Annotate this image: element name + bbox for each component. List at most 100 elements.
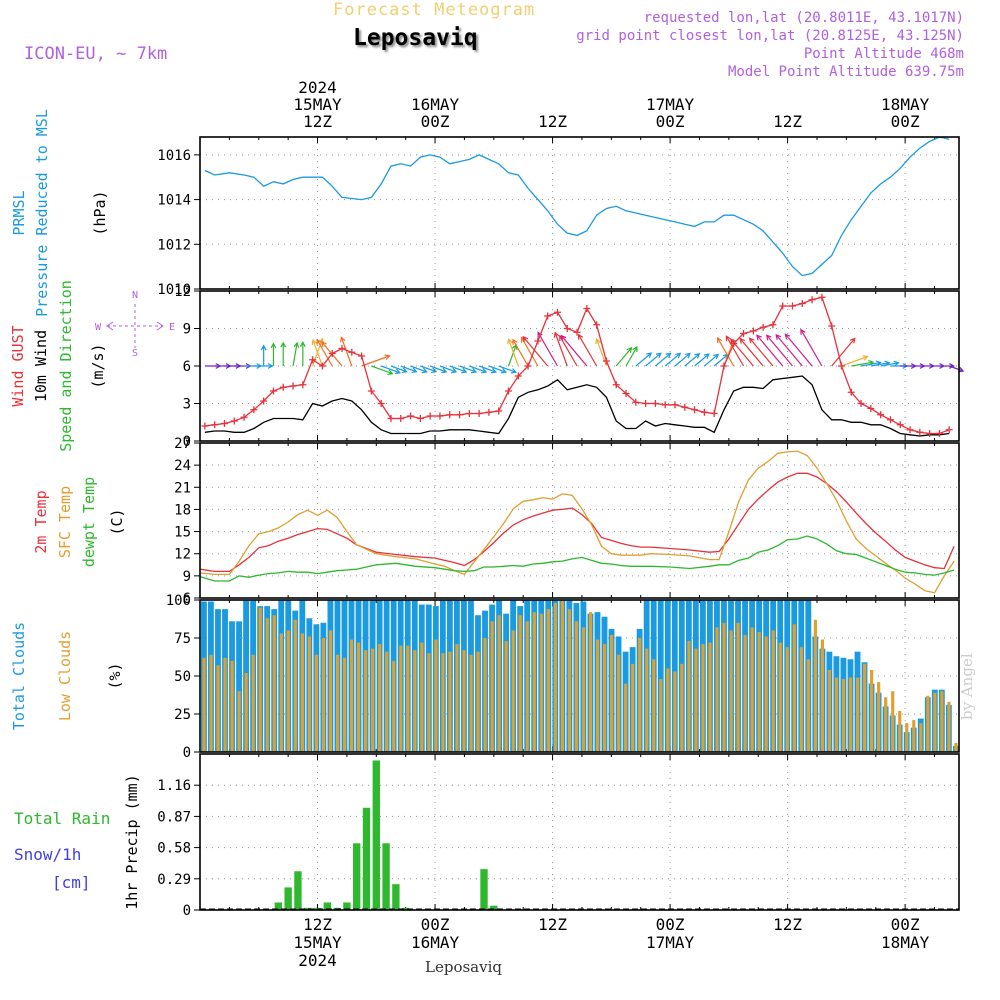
wind-arrow-head [739,337,746,344]
wind-arrow [615,346,633,367]
compass-arrowheads [106,321,164,331]
gust-marker [211,421,219,429]
info-point-altitude: Point Altitude 468m [803,46,964,62]
low-cloud-bar [708,642,712,752]
precip-bar [401,907,410,910]
gust-marker [220,420,228,427]
y-tick-label: 6 [183,359,191,375]
wind-arrow-shaft [554,332,568,367]
wind-arrow-shaft [537,332,558,367]
gust-marker [622,390,630,397]
low-cloud-bar [434,639,438,752]
wind-arrow-head [577,333,584,340]
gust-marker [485,408,493,416]
wind-arrow-head [461,367,468,374]
time-label-bottom: 2024 [298,951,337,970]
gust-marker [710,410,718,417]
pressure-axis-label: (hPa) [91,190,109,235]
low-cloud-bar [792,624,796,752]
wind-arrow [292,341,300,367]
gust-marker [475,410,483,417]
wind-arrow [625,345,638,367]
time-label-bottom: 00Z [891,915,920,934]
precip-bar [382,843,390,910]
precip-bar [304,907,312,910]
wind-arrow-head [441,367,448,374]
low-cloud-bar [834,677,839,752]
low-cloud-bar [279,633,283,752]
low-cloud-bar [504,641,508,752]
wind-arrow-head [665,352,672,359]
low-cloud-bar [209,654,213,752]
gust-marker [651,400,659,407]
wind-arrow-shaft [949,365,964,372]
wind-arrow-shaft [645,352,662,367]
wind-arrow [841,355,869,367]
low-cloud-bar [785,647,789,752]
low-cloud-bar [420,642,424,752]
gust-marker [318,362,326,370]
gust-marker [808,296,816,304]
time-label-top: 12Z [538,112,567,131]
y-tick-label: 1016 [157,148,191,164]
gust-marker [789,302,797,310]
time-label-bottom: 12Z [538,915,567,934]
gust-marker [465,410,473,417]
wind-arrow-shaft [635,352,652,367]
low-cloud-bar [441,653,445,752]
wind-arrow [449,365,468,374]
low-cloud-bar [307,636,311,752]
y-tick-label: 0.29 [157,872,191,888]
wind10m-line [204,375,950,437]
low-cloud-bar [673,671,677,752]
wind-arrow-head [655,352,662,359]
wind-arrow-shaft [841,355,868,367]
low-cloud-bar [624,683,628,752]
low-cloud-bar [715,627,719,752]
gust-marker [573,328,581,336]
low-cloud-bar [799,647,803,752]
wind-arrow [635,352,653,367]
compass-n: N [132,290,138,301]
clouds-axis-label: Total Clouds [10,622,28,730]
wind-arrow-head [522,335,529,342]
gust-marker [456,411,464,419]
gust-marker [426,412,434,420]
y-tick-label: 0 [183,903,191,919]
gust-marker [299,381,307,389]
gust-marker [779,302,787,310]
low-cloud-bar [483,638,487,752]
gust-marker [632,398,640,406]
y-tick-label: 3 [183,397,191,413]
low-cloud-bar [870,669,874,752]
wind-arrow [739,337,764,367]
y-tick-label: 0 [183,434,191,450]
low-cloud-bar [729,630,733,752]
low-cloud-bar [216,665,220,752]
wind-arrow [784,333,813,367]
wind-arrow-head [684,352,691,359]
gust-marker [867,405,875,412]
wind-arrow [400,365,418,374]
wind-arrow-shaft [498,365,517,373]
wind-arrow-head [321,341,327,348]
wind-panel: 0 3 6 9 12 [174,284,965,450]
gust-marker [857,400,865,407]
wind-arrow-shaft [870,362,890,367]
wind-arrow [664,352,682,367]
precip-bar [372,760,380,910]
low-cloud-bar [462,650,466,752]
gust-marker [367,387,375,395]
gust-marker [269,387,277,395]
low-cloud-bar [455,644,459,752]
gust-marker [877,411,885,419]
time-label-top: 00Z [891,112,920,131]
wind-arrow [410,365,428,374]
low-cloud-bar [265,618,269,752]
y-tick-label: 1010 [157,282,191,298]
low-cloud-bar [863,663,867,752]
y-tick-label: 15 [174,525,191,541]
wind-arrow-head [849,337,856,344]
low-cloud-bar [652,659,656,752]
gust-marker [495,407,503,415]
